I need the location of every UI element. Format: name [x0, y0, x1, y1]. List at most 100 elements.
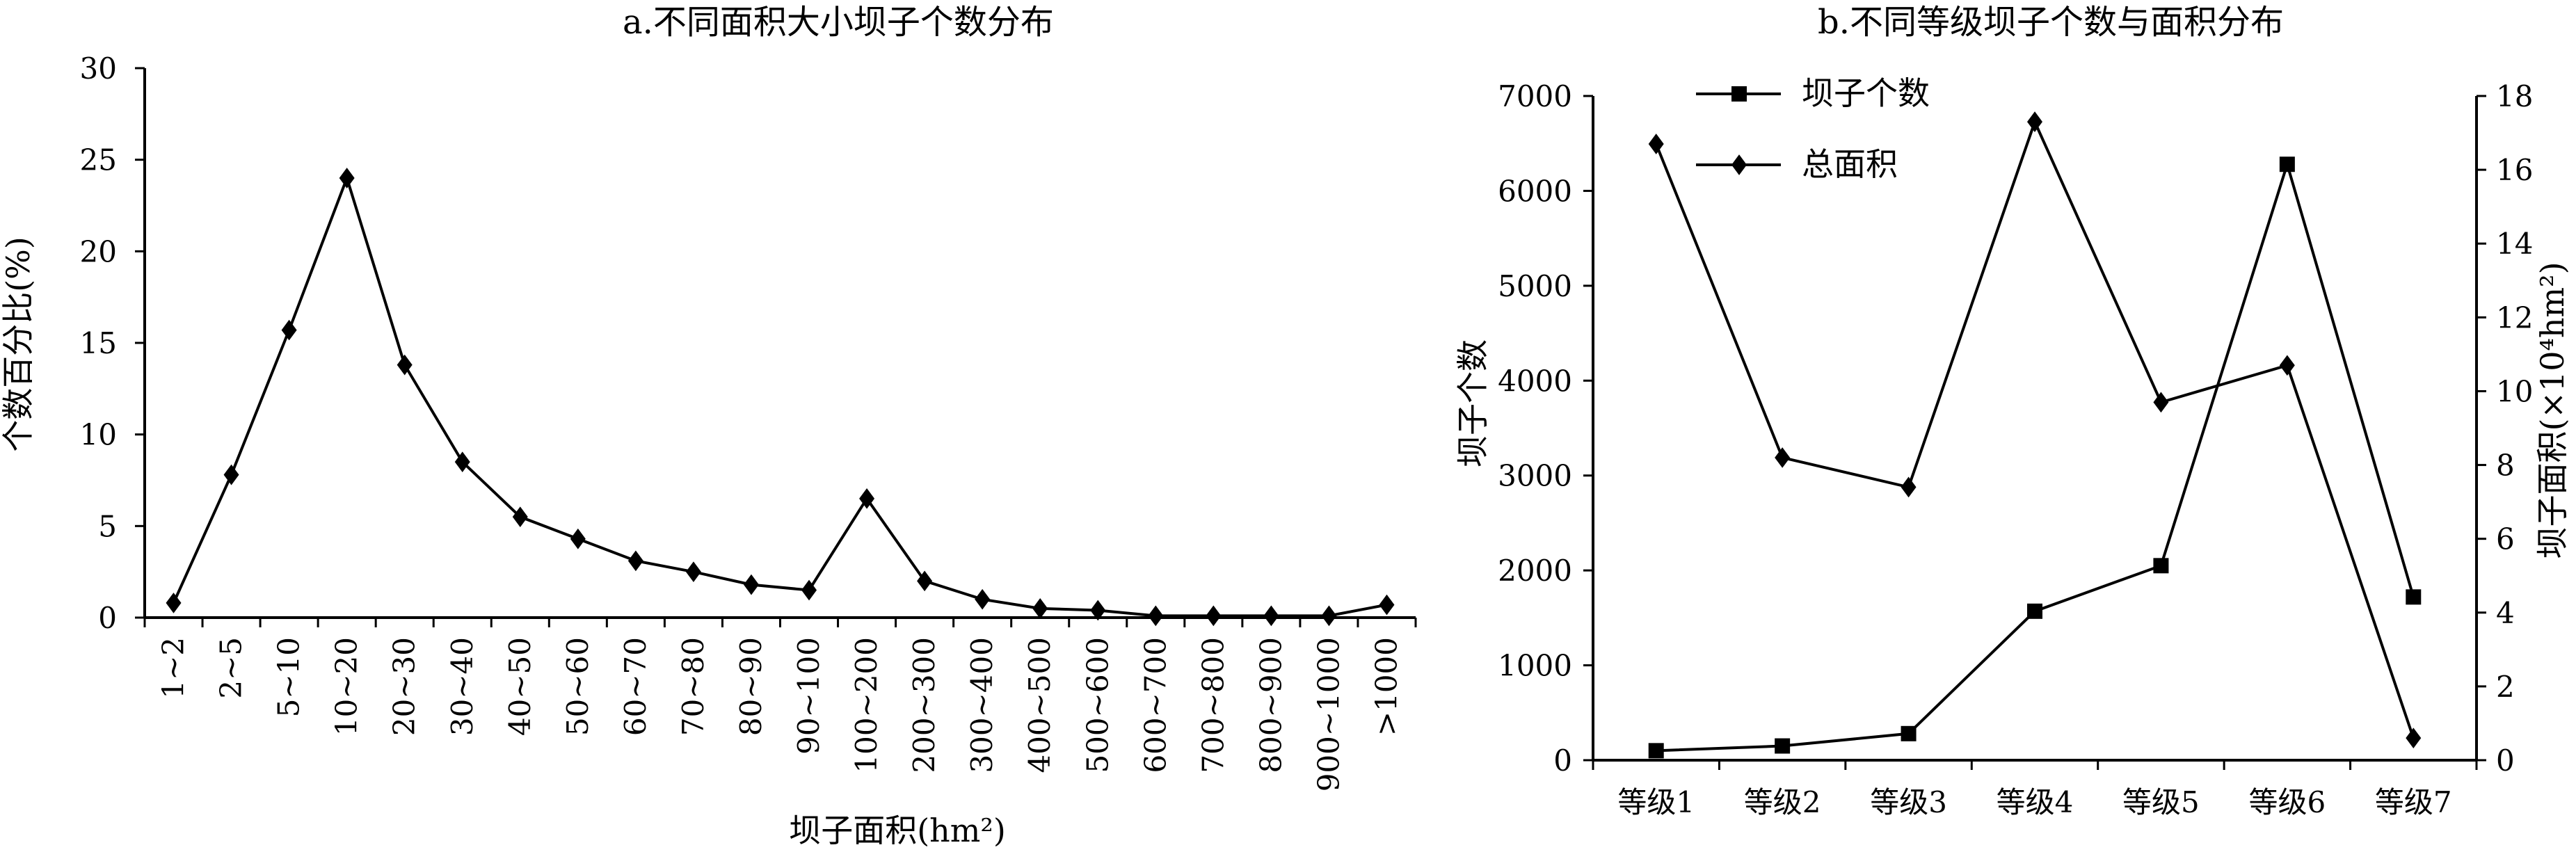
chart-b-x-tick-label: 等级4	[1997, 785, 2074, 819]
chart-a-point	[1206, 605, 1222, 627]
chart-b-count-point	[2279, 156, 2295, 172]
chart-a-y-ticks: 0 5 10 15 20 25 30	[80, 51, 145, 635]
chart-b-count-point	[2406, 589, 2422, 605]
chart-b-title: b.不同等级坝子个数与面积分布	[1818, 3, 2284, 42]
chart-b-area-line	[1654, 118, 2415, 739]
chart-a-point	[223, 464, 239, 485]
legend-count-label: 坝子个数	[1802, 74, 1930, 112]
chart-a-point	[801, 579, 817, 601]
chart-a-series-line	[172, 173, 1387, 618]
chart-b-left-tick-label: 5000	[1498, 269, 1572, 303]
chart-a-point	[397, 354, 413, 376]
chart-b-left-tick-label: 2000	[1498, 554, 1572, 588]
chart-a-x-tick-label: 600~700	[1138, 637, 1172, 773]
chart-a-axes	[143, 68, 1416, 619]
chart-a-y-tick-label: 30	[80, 51, 117, 86]
legend-area-label: 总面积	[1802, 145, 1898, 183]
chart-b-count-point	[2153, 558, 2169, 574]
chart-a-x-ticks: 1~2 2~5 5~10 10~20 20~30 30~40 40~50 50~60 60~70…	[143, 618, 1417, 791]
chart-a-point	[166, 593, 182, 613]
chart-b-count-point	[1901, 725, 1917, 741]
chart-a-y-tick-label: 10	[80, 418, 117, 452]
chart-a-y-tick-label: 25	[80, 143, 117, 177]
chart-b-count-point	[1648, 743, 1664, 759]
chart-b-left-tick-label: 1000	[1498, 649, 1572, 683]
chart-a-x-tick-label: 10~20	[330, 637, 364, 736]
chart-a-x-tick-label: 70~80	[676, 637, 710, 736]
chart-b-right-tick-label: 8	[2496, 449, 2515, 483]
chart-b-right-tick-label: 6	[2496, 522, 2515, 556]
chart-a-x-tick-label: 60~70	[618, 637, 653, 736]
chart-b-right-tick-label: 4	[2496, 596, 2515, 630]
chart-b-x-tick-label: 等级3	[1870, 785, 1947, 819]
chart-a-x-axis-label-text: 坝子面积(hm²)	[789, 812, 1006, 849]
chart-a-point	[512, 506, 528, 528]
chart-b-left-ticks: 0 1000 2000 3000 4000 5000 6000 7000	[1498, 79, 1593, 778]
chart-a-point	[1148, 605, 1164, 627]
chart-b-right-tick-label: 18	[2496, 79, 2533, 113]
chart-b-area-point	[1648, 134, 1664, 154]
chart-b-area-point	[2406, 728, 2422, 749]
chart-a-x-tick-label: 80~90	[734, 637, 768, 736]
chart-a-point	[917, 570, 933, 592]
chart-b-right-tick-label: 10	[2496, 374, 2533, 408]
chart-a-y-tick-label: 20	[80, 234, 117, 268]
chart-b-left-tick-label: 6000	[1498, 174, 1572, 208]
chart-b-area-point	[1775, 447, 1791, 468]
chart-b-count-point	[1775, 738, 1791, 754]
chart-a-point	[975, 588, 991, 610]
chart-a-point	[281, 319, 297, 341]
chart-b-left-tick-label: 0	[1553, 744, 1572, 778]
chart-a-y-tick-label: 5	[98, 509, 117, 543]
chart-a-x-tick-label: 20~30	[387, 637, 422, 736]
chart-a-point	[1263, 605, 1279, 627]
chart-a-x-tick-label: >1000	[1369, 637, 1403, 736]
chart-b-x-tick-label: 等级5	[2122, 785, 2200, 819]
chart-a-y-axis-label: 个数百分比(%)	[0, 236, 37, 452]
chart-a: a.不同面积大小坝子个数分布 个数百分比(%) 坝子面积(hm²) 0 5 10 15…	[0, 3, 1417, 849]
chart-b-count-point	[2027, 603, 2042, 619]
chart-a-point	[685, 561, 701, 583]
chart-b-x-tick-label: 等级1	[1617, 785, 1695, 819]
chart-a-x-tick-label: 40~50	[503, 637, 537, 736]
chart-b-right-tick-label: 14	[2496, 227, 2533, 261]
chart-b-right-tick-label: 2	[2496, 670, 2515, 704]
chart-b-right-tick-label: 16	[2496, 153, 2533, 187]
chart-b-left-tick-label: 7000	[1498, 79, 1572, 113]
chart-b-x-tick-label: 等级6	[2248, 785, 2326, 819]
chart-a-y-tick-label: 0	[98, 601, 117, 635]
chart-a-x-tick-label: 5~10	[272, 637, 306, 717]
chart-b-right-ticks: 0 2 4 6 8 10 12 14 16 18	[2477, 79, 2533, 778]
chart-b-axes	[1592, 96, 2478, 762]
chart-a-x-tick-label: 800~900	[1254, 637, 1288, 773]
chart-a-x-axis-label: 坝子面积(hm²)	[789, 812, 1006, 849]
chart-b-left-tick-label: 3000	[1498, 459, 1572, 493]
chart-b-x-ticks: 等级1 等级2 等级3 等级4 等级5 等级6 等级7	[1592, 760, 2478, 819]
chart-a-point	[1321, 605, 1337, 627]
chart-a-x-tick-label: 1~2	[157, 637, 191, 699]
chart-a-x-tick-label: 50~60	[561, 637, 595, 736]
chart-a-point	[627, 550, 643, 572]
chart-b-area-point	[2027, 111, 2042, 132]
chart-a-point	[859, 488, 875, 509]
chart-b: b.不同等级坝子个数与面积分布 坝子个数 坝子面积(×10⁴hm²) 01000…	[1454, 3, 2571, 819]
chart-a-point	[1032, 597, 1048, 619]
legend-area-marker	[1731, 154, 1747, 175]
chart-b-series	[1648, 111, 2422, 759]
chart-a-x-tick-label: 90~100	[792, 637, 826, 755]
chart-a-series	[166, 168, 1395, 627]
chart-a-x-tick-label: 900~1000	[1311, 637, 1345, 791]
chart-a-point	[339, 168, 355, 188]
chart-b-area-point	[1901, 476, 1917, 498]
chart-b-left-axis-label: 坝子个数	[1454, 339, 1491, 467]
chart-b-left-tick-label: 4000	[1498, 364, 1572, 398]
chart-a-x-tick-label: 700~800	[1196, 637, 1230, 773]
chart-b-x-tick-label: 等级7	[2375, 785, 2452, 819]
chart-a-x-tick-label: 500~600	[1080, 637, 1114, 773]
chart-b-x-tick-label: 等级2	[1744, 785, 1821, 819]
chart-a-x-tick-label: 30~40	[445, 637, 479, 736]
chart-a-point	[743, 574, 759, 595]
chart-a-point	[454, 451, 470, 473]
